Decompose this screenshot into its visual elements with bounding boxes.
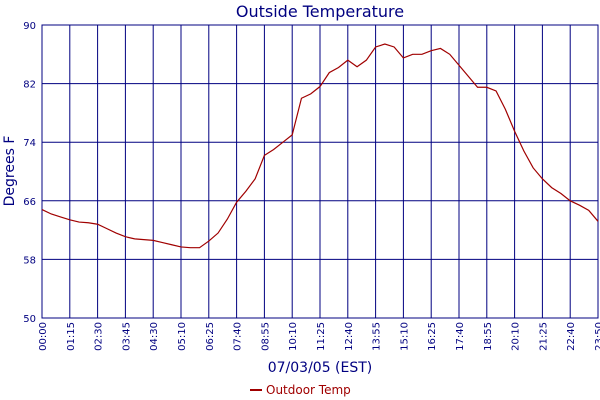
chart-title: Outside Temperature	[236, 2, 404, 21]
y-tick-label: 82	[23, 80, 36, 91]
x-axis-label: 07/03/05 (EST)	[268, 360, 373, 376]
y-tick-label: 58	[23, 255, 36, 266]
x-tick-label: 16:25	[427, 322, 438, 351]
y-tick-label: 50	[23, 314, 36, 325]
x-tick-label: 23:50	[594, 322, 600, 351]
x-tick-label: 20:10	[511, 322, 522, 351]
x-tick-label: 10:10	[288, 322, 299, 351]
x-tick-label: 17:40	[455, 322, 466, 351]
x-tick-label: 00:00	[38, 322, 49, 351]
x-tick-label: 11:25	[316, 322, 327, 351]
data-line	[41, 43, 599, 249]
y-tick-label: 66	[23, 197, 36, 208]
x-tick-label: 07:40	[233, 322, 244, 351]
x-tick-label: 13:55	[372, 322, 383, 351]
x-tick-label: 01:15	[66, 322, 77, 351]
x-tick-label: 21:25	[538, 322, 549, 351]
y-axis-label: Degrees F	[2, 136, 18, 207]
x-tick-label: 02:30	[94, 322, 105, 351]
x-tick-label: 05:10	[177, 322, 188, 351]
x-tick-label: 15:10	[399, 322, 410, 351]
x-tick-label: 06:25	[205, 322, 216, 351]
y-tick-label: 74	[23, 138, 36, 149]
legend-label: Outdoor Temp	[266, 383, 351, 397]
x-tick-label: 04:30	[149, 322, 160, 351]
y-tick-label: 90	[23, 21, 36, 32]
x-tick-label: 12:40	[344, 322, 355, 351]
x-tick-label: 03:45	[121, 322, 132, 351]
x-tick-label: 18:55	[483, 322, 494, 351]
x-tick-label: 22:40	[566, 322, 577, 351]
x-tick-label: 08:55	[260, 322, 271, 351]
